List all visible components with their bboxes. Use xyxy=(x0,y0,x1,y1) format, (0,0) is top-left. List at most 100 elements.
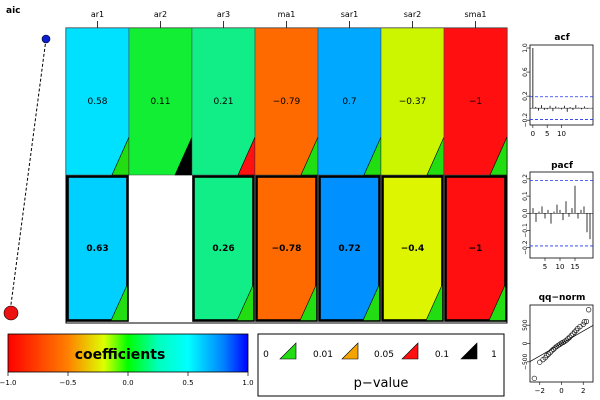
pvalue-legend-label: 0.05 xyxy=(374,350,394,360)
qq-point xyxy=(581,319,587,325)
y-tick-label: −0.2 xyxy=(522,240,529,255)
cell-model-1-ma1: −0.79 xyxy=(254,27,319,176)
cell-model-1-sma1: −1 xyxy=(443,27,508,176)
cell-fill xyxy=(254,27,319,176)
cell-fill xyxy=(318,175,381,322)
cell-label: 0.21 xyxy=(213,97,233,107)
qq-point xyxy=(552,345,558,351)
qq-point xyxy=(562,338,568,344)
qq-point xyxy=(565,336,571,342)
cell-fill xyxy=(381,175,444,322)
acf-title: acf xyxy=(554,33,569,43)
cell-fill xyxy=(444,175,507,322)
column-label-ar2: ar2 xyxy=(154,10,167,19)
cell-label: 0.63 xyxy=(86,244,108,254)
colorbar-title: coefficients xyxy=(75,347,166,363)
pacf-frame xyxy=(529,171,594,259)
column-label-ar1: ar1 xyxy=(91,10,104,19)
qq-point xyxy=(570,331,576,337)
pvalue-marker xyxy=(110,283,128,321)
aic-label: aic xyxy=(6,6,21,16)
cell-model-2-sar2: −0.4 xyxy=(381,175,444,322)
qqnorm-title: qq−norm xyxy=(539,293,586,303)
x-tick-label: 0 xyxy=(531,130,535,138)
cell-fill xyxy=(443,27,508,176)
pvalue-marker xyxy=(362,283,380,321)
qq-point xyxy=(549,348,555,354)
column-label-sar1: sar1 xyxy=(341,10,358,19)
cell-fill xyxy=(317,27,382,176)
qq-point xyxy=(586,307,592,313)
colorbar-tick-label: 0.5 xyxy=(182,379,193,387)
column-label-ar3: ar3 xyxy=(217,10,230,19)
cell-label: −1 xyxy=(469,244,483,254)
qq-point xyxy=(550,346,556,352)
cell-label: 0.11 xyxy=(150,97,170,107)
cell-label: −0.79 xyxy=(273,97,301,107)
qq-point xyxy=(571,329,578,335)
cell-model-1-ar2: 0.11 xyxy=(128,27,193,176)
pvalue-marker xyxy=(299,283,317,321)
pvalue-legend-swatch xyxy=(341,342,359,360)
x-tick-label: 2 xyxy=(581,387,585,395)
x-tick-label: 10 xyxy=(556,263,565,271)
cell-model-1-sar2: −0.37 xyxy=(380,27,445,176)
pacf-title: pacf xyxy=(551,161,573,171)
column-labels: ar1 ar2 ar3 ma1 sar1 sar2 sma1 xyxy=(91,10,487,28)
qq-point xyxy=(544,353,550,359)
cell-fill xyxy=(255,175,318,322)
acf-panel: acf 1.0 0.6 0.2 −0.20 5 10 xyxy=(522,33,594,138)
cell-fill xyxy=(380,27,445,176)
y-tick-label: 0.2 xyxy=(522,91,529,101)
x-tick-label: 15 xyxy=(571,263,580,271)
column-label-ma1: ma1 xyxy=(278,10,296,19)
y-tick-label: −500 xyxy=(522,353,529,370)
aic-point-model-2 xyxy=(3,305,19,321)
cell-model-2-ma1: −0.78 xyxy=(255,175,318,322)
cell-fill xyxy=(192,175,255,322)
colorbar-tick-label: −0.5 xyxy=(60,379,77,387)
x-tick-label: 10 xyxy=(557,130,566,138)
pvalue-marker xyxy=(425,283,443,321)
pvalue-legend-label: 0.1 xyxy=(435,350,449,360)
qq-point xyxy=(547,350,553,356)
aic-point-model-1 xyxy=(41,34,51,44)
pvalue-legend-label: 0.01 xyxy=(313,350,333,360)
qq-point xyxy=(583,318,590,325)
cell-model-2-ar3: 0.26 xyxy=(192,175,255,322)
cell-model-2-sar1: 0.72 xyxy=(318,175,381,322)
x-tick-label: −2 xyxy=(535,387,545,395)
qq-point xyxy=(557,341,563,347)
acf-frame xyxy=(529,44,594,126)
x-tick-label: 0 xyxy=(559,387,563,395)
qq-point xyxy=(531,375,537,381)
column-label-sar2: sar2 xyxy=(404,10,421,19)
pvalue-marker xyxy=(489,136,508,176)
qq-point xyxy=(568,332,574,339)
qq-point xyxy=(573,327,579,333)
cell-model-2-sma1: −1 xyxy=(444,175,507,322)
y-tick-label: −0.2 xyxy=(522,113,529,128)
colorbar-gradient xyxy=(7,333,249,373)
pvalue-marker xyxy=(488,283,506,321)
cell-model-1-ar3: 0.21 xyxy=(191,27,256,176)
colorbar-ticks: −1.0 −0.5 0.0 0.5 1.0 xyxy=(0,372,254,387)
qq-point xyxy=(580,321,586,328)
cell-label: 0.72 xyxy=(338,244,360,254)
cell-model-1-sar1: 0.7 xyxy=(317,27,382,176)
pvalue-legend-label: 1 xyxy=(491,350,497,360)
qqnorm-panel: qq−norm 500 0 −500 −2 0 2 xyxy=(522,293,594,395)
cell-label: −1 xyxy=(469,97,482,107)
colorbar-tick-label: 1.0 xyxy=(242,379,253,387)
column-label-sma1: sma1 xyxy=(465,10,487,19)
y-tick-label: 0 xyxy=(522,341,529,345)
y-tick-label: 0.0 xyxy=(522,208,529,218)
pvalue-legend-box xyxy=(257,333,505,397)
qq-point xyxy=(537,359,543,365)
qq-line xyxy=(529,325,594,362)
cell-label: −0.4 xyxy=(401,244,424,254)
cells: 0.58 0.11 0.21 −0.79 0.7 −0.37 −1 0.63 0.26 −0.78… xyxy=(65,27,508,322)
y-tick-label: 0.6 xyxy=(522,67,529,77)
colorbar: coefficients −1.0 −0.5 0.0 0.5 1.0 xyxy=(0,333,254,387)
